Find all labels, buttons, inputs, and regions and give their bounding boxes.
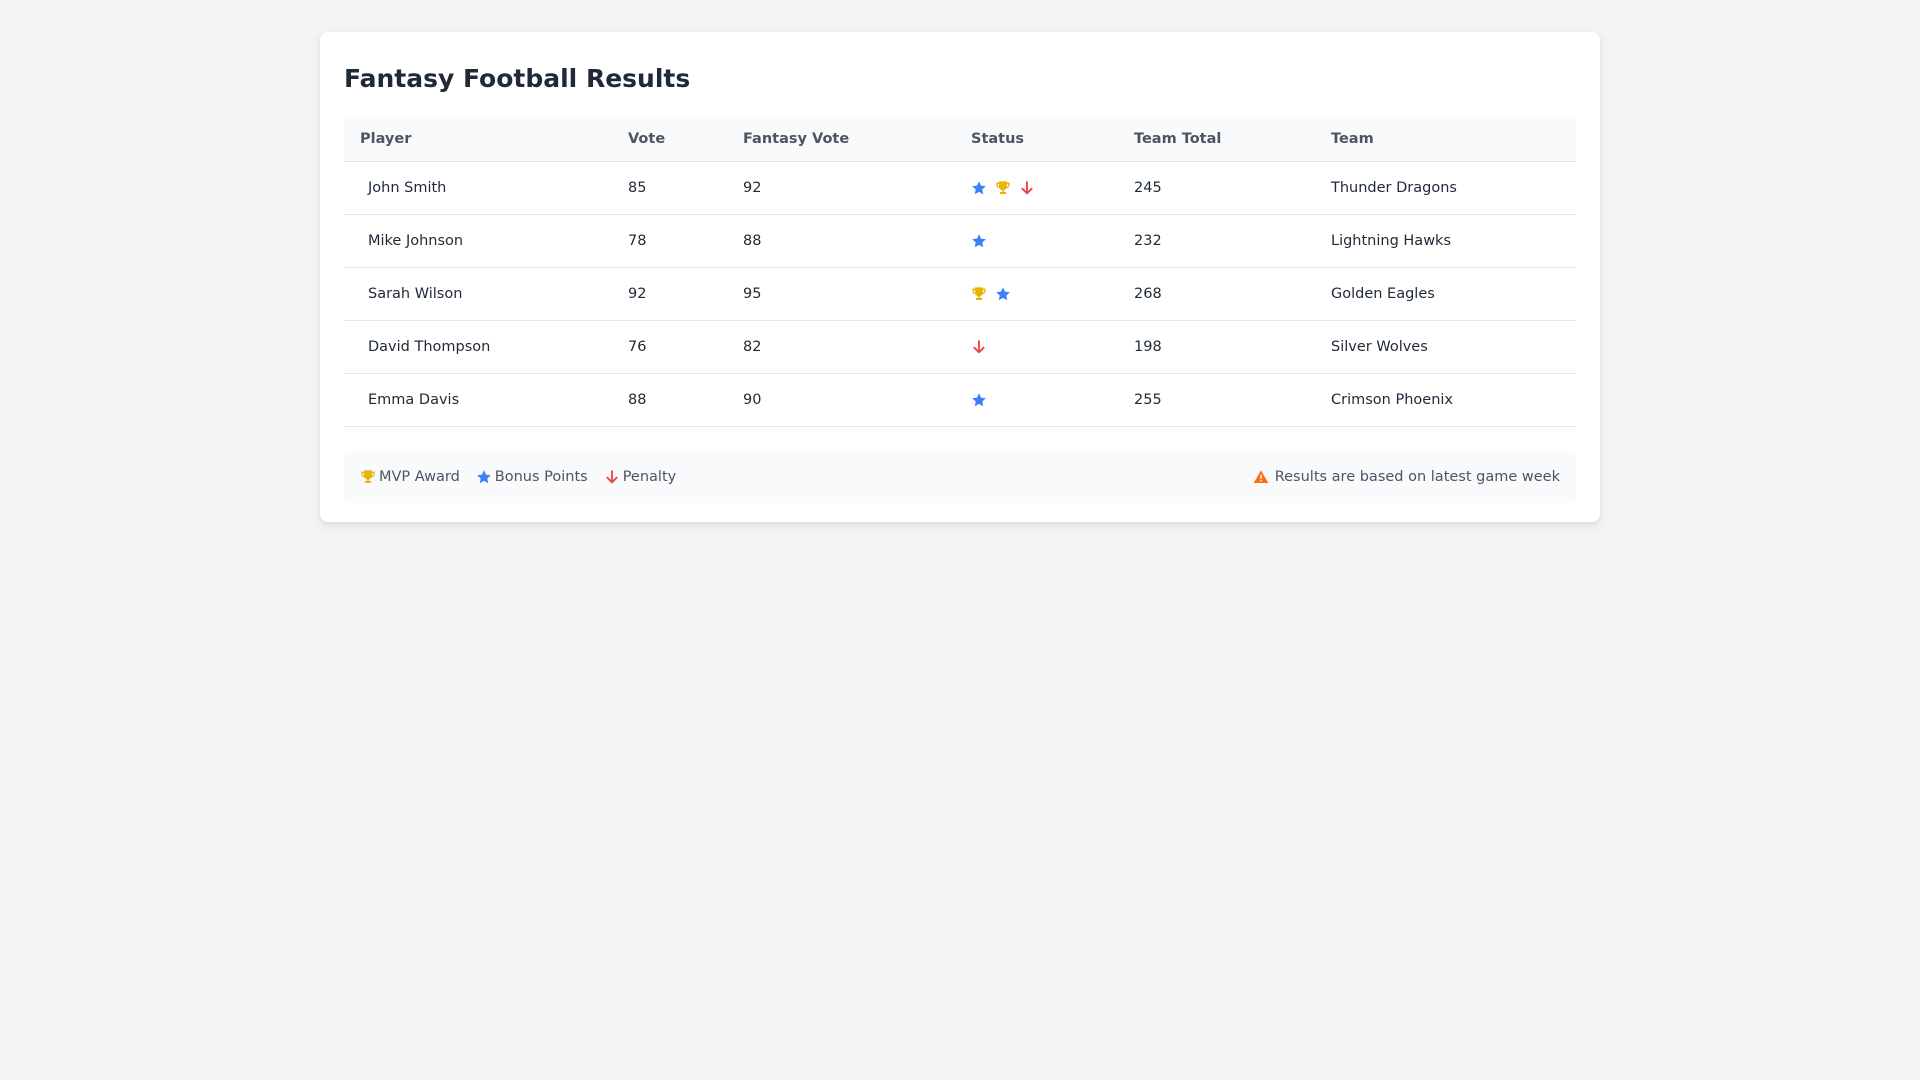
status-icons [971, 392, 1118, 408]
player-name-cell: David Thompson [344, 320, 612, 374]
status-icons [971, 180, 1118, 196]
player-name-cell: Mike Johnson [344, 214, 612, 268]
player-name-cell: Emma Davis [344, 373, 612, 427]
legend-item: MVP Award [360, 469, 460, 485]
team-name-cell: Lightning Hawks [1315, 214, 1576, 268]
legend-item-label: MVP Award [379, 469, 460, 485]
column-header-status[interactable]: Status [955, 116, 1118, 162]
status-cell [955, 214, 1118, 268]
arrow-down-icon [604, 469, 620, 485]
vote-cell: 92 [612, 267, 727, 321]
player-name-cell: John Smith [344, 161, 612, 215]
trophy-icon [995, 180, 1011, 196]
star-icon [476, 469, 492, 485]
column-header-fantasy-vote[interactable]: Fantasy Vote [727, 116, 955, 162]
warning-icon [1253, 469, 1269, 485]
vote-cell: 78 [612, 214, 727, 268]
trophy-icon [360, 469, 376, 485]
page-title: Fantasy Football Results [344, 64, 691, 93]
team-total-cell: 245 [1118, 161, 1315, 215]
status-icons [971, 339, 1118, 355]
status-cell [955, 267, 1118, 321]
results-table: Player Vote Fantasy Vote Status Team Tot… [344, 116, 1576, 427]
info-note: Results are based on latest game week [1253, 469, 1560, 485]
table-row[interactable]: Mike Johnson 78 88 232 Lightning Hawks [344, 214, 1576, 268]
results-card: Fantasy Football Results Player Vote Fan… [320, 32, 1600, 522]
info-note-text: Results are based on latest game week [1274, 469, 1560, 485]
status-cell [955, 320, 1118, 374]
star-icon [971, 180, 987, 196]
trophy-icon [971, 286, 987, 302]
team-name-cell: Thunder Dragons [1315, 161, 1576, 215]
vote-cell: 85 [612, 161, 727, 215]
star-icon [971, 392, 987, 408]
column-header-vote[interactable]: Vote [612, 116, 727, 162]
star-icon [995, 286, 1011, 302]
legend-item-label: Bonus Points [494, 469, 588, 485]
team-name-cell: Golden Eagles [1315, 267, 1576, 321]
fantasy-vote-cell: 90 [727, 373, 955, 427]
table-header-row: Player Vote Fantasy Vote Status Team Tot… [344, 116, 1576, 162]
status-icons [971, 233, 1118, 249]
table-row[interactable]: Sarah Wilson 92 95 268 Golden Eagles [344, 267, 1576, 321]
table-row[interactable]: John Smith 85 92 245 Thunder Dragons [344, 161, 1576, 215]
team-name-cell: Silver Wolves [1315, 320, 1576, 374]
legend-item-label: Penalty [622, 469, 677, 485]
column-header-team[interactable]: Team [1315, 116, 1576, 162]
legend-items: MVP Award Bonus Points Penalty [360, 469, 676, 485]
status-cell [955, 161, 1118, 215]
status-cell [955, 373, 1118, 427]
star-icon [971, 233, 987, 249]
arrow-down-icon [971, 339, 987, 355]
arrow-down-icon [1019, 180, 1035, 196]
team-total-cell: 198 [1118, 320, 1315, 374]
team-total-cell: 268 [1118, 267, 1315, 321]
player-name-cell: Sarah Wilson [344, 267, 612, 321]
team-total-cell: 255 [1118, 373, 1315, 427]
status-icons [971, 286, 1118, 302]
fantasy-vote-cell: 88 [727, 214, 955, 268]
legend-item: Bonus Points [476, 469, 588, 485]
fantasy-vote-cell: 92 [727, 161, 955, 215]
vote-cell: 88 [612, 373, 727, 427]
vote-cell: 76 [612, 320, 727, 374]
fantasy-vote-cell: 95 [727, 267, 955, 321]
team-total-cell: 232 [1118, 214, 1315, 268]
table-row[interactable]: David Thompson 76 82 198 Silver Wolves [344, 320, 1576, 374]
team-name-cell: Crimson Phoenix [1315, 373, 1576, 427]
column-header-player[interactable]: Player [344, 116, 612, 162]
fantasy-vote-cell: 82 [727, 320, 955, 374]
legend-item: Penalty [604, 469, 677, 485]
legend-bar: MVP Award Bonus Points Penalty Results are… [344, 451, 1576, 503]
column-header-team-total[interactable]: Team Total [1118, 116, 1315, 162]
table-row[interactable]: Emma Davis 88 90 255 Crimson Phoenix [344, 373, 1576, 427]
